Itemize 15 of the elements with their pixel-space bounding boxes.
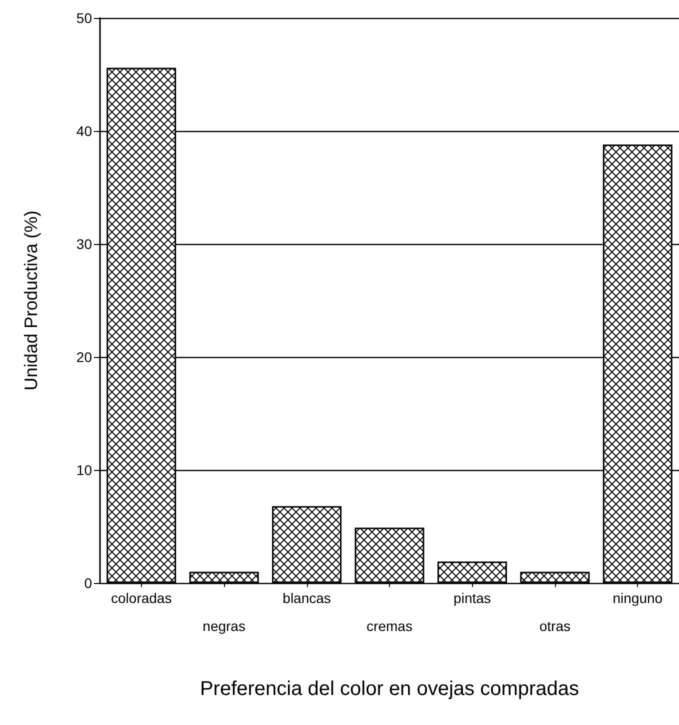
x-tick-label: ninguno — [612, 590, 663, 606]
y-axis-title: Unidad Productiva (%) — [21, 210, 41, 391]
x-axis-title: Preferencia del color en ovejas compradas — [200, 678, 580, 700]
x-tick-label: cremas — [366, 618, 412, 634]
y-tick-label: 40 — [76, 123, 92, 139]
x-tick-label: pintas — [454, 590, 491, 606]
y-tick-label: 50 — [76, 10, 92, 26]
x-tick-label: blancas — [282, 590, 331, 606]
y-tick-label: 30 — [76, 236, 92, 252]
y-tick-label: 20 — [76, 349, 92, 365]
x-tick-label: negras — [202, 618, 246, 634]
y-tick-label: 10 — [76, 462, 92, 478]
y-tick-label: 0 — [84, 575, 92, 591]
x-tick-label: otras — [539, 618, 570, 634]
x-tick-label: coloradas — [111, 590, 172, 606]
